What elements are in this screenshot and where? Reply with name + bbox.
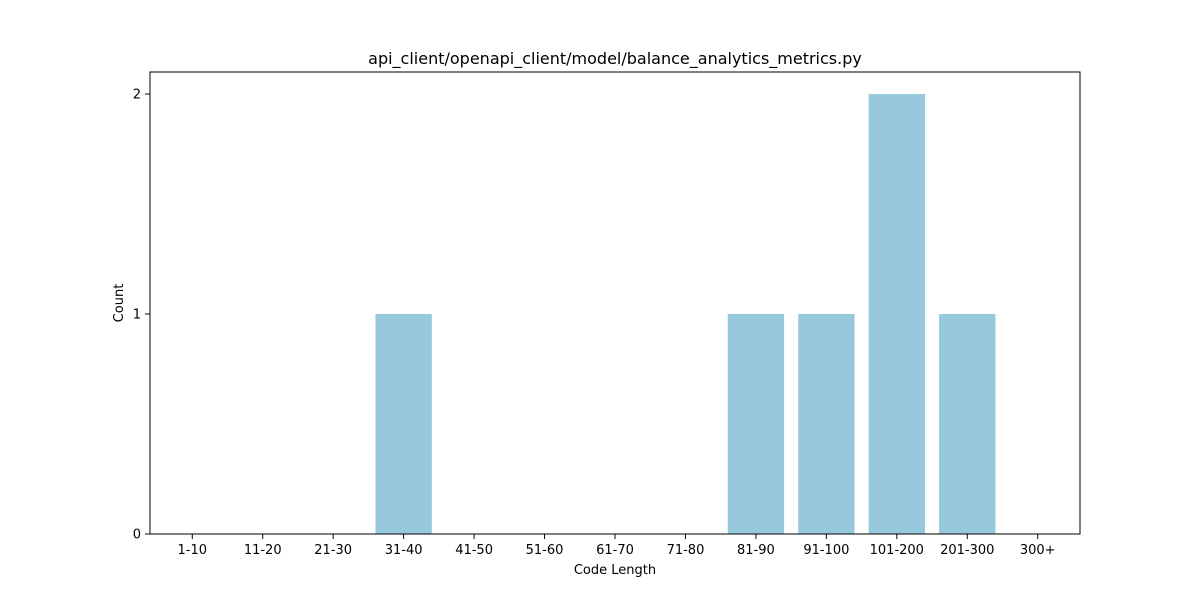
bar-31-40 [375,314,432,534]
chart-title: api_client/openapi_client/model/balance_… [368,49,862,69]
x-tick-label: 71-80 [667,543,705,558]
y-axis-ticks: 0 1 2 [133,88,150,543]
bars-group [375,94,996,534]
bar-81-90 [727,314,785,534]
x-axis-ticks: 1-10 11-20 21-30 31-40 41-50 51-60 61-70 71-80 8… [178,534,1056,558]
x-tick-label: 300+ [1020,543,1056,558]
x-tick-label: 21-30 [314,543,352,558]
x-tick-label: 1-10 [178,543,208,558]
y-tick-label: 1 [133,308,141,323]
x-tick-label: 11-20 [244,543,282,558]
x-tick-label: 81-90 [737,543,775,558]
y-tick-label: 2 [133,88,141,103]
x-tick-label: 51-60 [526,543,564,558]
plot-frame [149,71,1081,535]
y-tick-label: 0 [133,528,141,543]
x-tick-label: 61-70 [596,543,634,558]
x-tick-label: 201-300 [940,543,994,558]
bar-101-200 [868,94,925,534]
bar-201-300 [939,314,996,534]
x-axis-label: Code Length [574,563,656,578]
y-axis-label: Count [112,284,127,323]
x-tick-label: 31-40 [385,543,423,558]
bar-91-100 [798,314,855,534]
x-tick-label: 101-200 [870,543,924,558]
x-tick-label: 41-50 [455,543,493,558]
x-tick-label: 91-100 [803,543,849,558]
